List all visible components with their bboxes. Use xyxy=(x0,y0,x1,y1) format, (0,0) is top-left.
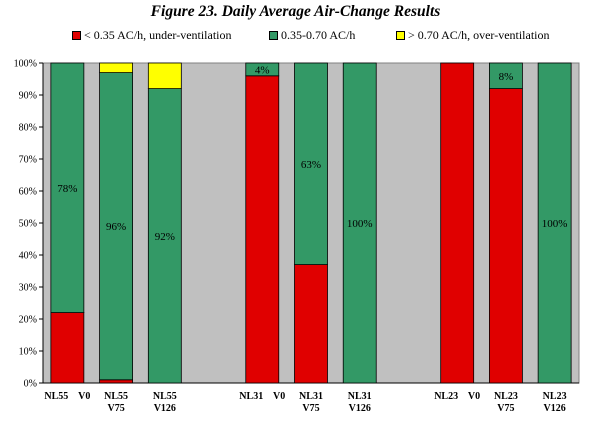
legend-item-under: < 0.35 AC/h, under-ventilation xyxy=(72,28,232,42)
bar-segment xyxy=(99,72,133,381)
data-label: 8% xyxy=(499,71,514,83)
y-tick-label: 10% xyxy=(19,347,37,358)
bar-segment xyxy=(245,75,280,384)
x-tick-label: V75 xyxy=(302,403,319,414)
data-label: 92% xyxy=(155,231,175,243)
x-tick-label: NL55 V0 xyxy=(44,391,90,402)
y-tick-label: 20% xyxy=(19,315,37,326)
x-tick-label: NL23 xyxy=(494,391,518,402)
bar-segment xyxy=(50,312,85,384)
legend-swatch-under xyxy=(72,30,81,40)
y-tick-label: 30% xyxy=(19,283,37,294)
bar-segment xyxy=(342,62,377,384)
bar-segment xyxy=(294,264,328,384)
bar-segment xyxy=(489,88,523,384)
y-tick-label: 90% xyxy=(19,91,37,102)
legend-item-over: > 0.70 AC/h, over-ventilation xyxy=(396,28,550,42)
x-tick-label: V75 xyxy=(107,403,124,414)
legend-item-normal: 0.35-0.70 AC/h xyxy=(269,28,355,42)
bar-segment xyxy=(147,88,182,384)
bar-segment xyxy=(147,62,182,90)
legend-label-under: < 0.35 AC/h, under-ventilation xyxy=(84,27,232,42)
y-tick-label: 100% xyxy=(14,59,37,70)
x-tick-label: NL31 xyxy=(348,391,372,402)
legend-swatch-normal xyxy=(269,30,278,40)
y-tick-label: 0% xyxy=(24,379,37,390)
bar-segment xyxy=(99,62,133,74)
chart-title: Figure 23. Daily Average Air-Change Resu… xyxy=(150,3,441,20)
y-tick-label: 50% xyxy=(19,219,37,230)
x-tick-label: V75 xyxy=(497,403,514,414)
x-tick-label: NL23 xyxy=(543,391,567,402)
x-tick-label: NL23 V0 xyxy=(434,391,480,402)
bar-segment xyxy=(99,379,133,384)
x-tick-label: NL55 xyxy=(104,391,128,402)
bar-segment xyxy=(489,62,523,90)
data-label: 63% xyxy=(301,159,321,171)
data-label: 78% xyxy=(57,183,77,195)
bar-segment xyxy=(294,62,328,266)
x-tick-label: V126 xyxy=(154,403,176,414)
y-tick-label: 60% xyxy=(19,187,37,198)
data-label: 100% xyxy=(542,218,568,230)
bar-segment xyxy=(245,62,280,77)
legend-label-normal: 0.35-0.70 AC/h xyxy=(281,27,356,42)
bar-segment xyxy=(537,62,572,384)
data-label: 100% xyxy=(347,218,373,230)
y-tick-label: 70% xyxy=(19,155,37,166)
bar-segment xyxy=(50,62,85,314)
data-label: 4% xyxy=(255,64,270,76)
x-tick-label: V126 xyxy=(544,403,566,414)
x-tick-label: NL55 xyxy=(153,391,177,402)
y-tick-label: 80% xyxy=(19,123,37,134)
legend-label-over: > 0.70 AC/h, over-ventilation xyxy=(408,27,550,42)
data-label: 96% xyxy=(106,221,126,233)
y-tick-label: 40% xyxy=(19,251,37,262)
x-tick-label: NL31 V0 xyxy=(239,391,285,402)
x-tick-label: V126 xyxy=(349,403,371,414)
legend-swatch-over xyxy=(396,30,405,40)
bar-segment xyxy=(440,62,475,384)
x-tick-label: NL31 xyxy=(299,391,323,402)
